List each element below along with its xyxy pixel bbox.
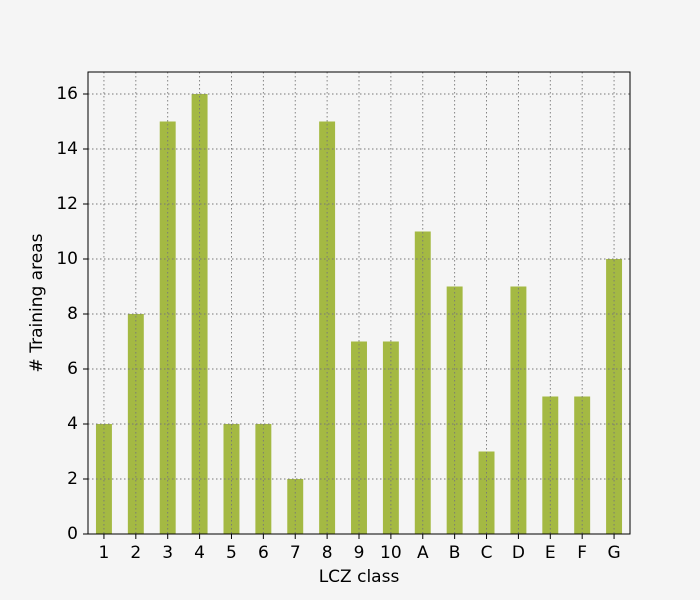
y-tick-label: 14: [56, 139, 78, 159]
bar: [446, 286, 463, 534]
y-tick-label: 16: [56, 84, 78, 104]
x-tick-label: F: [577, 543, 587, 563]
x-tick-label: 9: [354, 543, 365, 563]
bar: [159, 121, 176, 534]
x-tick-label: 6: [258, 543, 269, 563]
x-tick-label: 10: [380, 543, 402, 563]
y-axis-label: # Training areas: [27, 233, 47, 372]
x-axis-label: LCZ class: [319, 567, 400, 587]
x-tick-label: G: [607, 543, 620, 563]
y-tick-label: 6: [67, 359, 78, 379]
bar: [255, 424, 272, 534]
bar: [351, 341, 367, 534]
axes-frame: [87, 71, 631, 535]
x-tick-label: B: [449, 543, 461, 563]
y-tick-label: 8: [67, 304, 78, 324]
x-tick-label: 5: [226, 543, 237, 563]
bar: [223, 424, 240, 534]
y-tick-label: 0: [67, 524, 78, 544]
bar: [382, 341, 399, 534]
bar: [414, 231, 431, 534]
y-tick-label: 4: [67, 414, 78, 434]
bar: [319, 121, 336, 534]
y-tick-label: 10: [56, 249, 78, 269]
x-tick-label: C: [481, 543, 493, 563]
y-tick-label: 2: [67, 469, 78, 489]
x-tick-label: 8: [322, 543, 333, 563]
x-tick-label: E: [545, 543, 556, 563]
x-tick-label: 4: [194, 543, 205, 563]
bar: [287, 479, 304, 534]
bar: [510, 286, 527, 534]
x-tick-label: 3: [162, 543, 173, 563]
x-tick-label: 1: [99, 543, 110, 563]
x-tick-label: 7: [290, 543, 301, 563]
y-tick-label: 12: [56, 194, 78, 214]
x-tick-label: A: [417, 543, 429, 563]
x-tick-label: D: [512, 543, 525, 563]
bar: [95, 424, 112, 534]
x-tick-label: 2: [130, 543, 141, 563]
bar: [191, 94, 208, 534]
